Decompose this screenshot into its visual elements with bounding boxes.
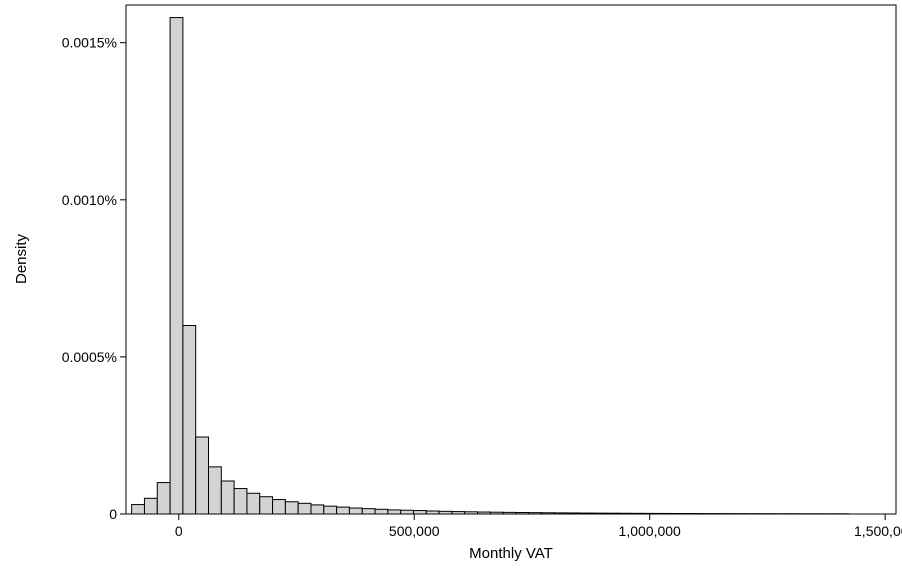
histogram-bar [669,513,683,515]
histogram-bar [592,512,607,515]
histogram-bar [348,507,363,515]
histogram-bar [464,511,479,515]
histogram-bar [220,480,235,515]
histogram-bar [515,512,530,515]
histogram-bar [246,492,261,515]
y-tick-label: 0.0005% [62,349,117,365]
histogram-bar [489,511,504,515]
histogram-bar [528,512,543,515]
histogram-bar [323,505,338,515]
bars-group [131,17,850,515]
y-tick-label: 0.0015% [62,35,117,51]
histogram-bar [541,512,555,515]
histogram-bar [195,436,210,515]
histogram-bar [553,512,568,515]
y-axis: 0 0.0005% 0.0010% 0.0015% [62,35,126,522]
histogram-bar [579,512,594,515]
x-tick-label: 1,000,000 [619,523,681,539]
x-tick-label: 1,500,000 [854,523,902,539]
histogram-bar [374,508,389,515]
histogram-bar [451,511,466,515]
histogram-bar [143,497,158,515]
histogram-bar [131,504,145,515]
y-tick-label: 0.0010% [62,192,117,208]
histogram-bar [400,509,414,515]
histogram-bar [643,512,658,515]
x-tick-label: 0 [175,523,183,539]
x-tick-label: 500,000 [389,523,440,539]
histogram-bar [182,324,197,515]
histogram-bar [630,512,645,515]
plot-frame [125,4,897,515]
histogram-bar [617,512,632,515]
histogram-bar [566,512,581,515]
histogram-bar [502,511,517,515]
histogram-bar [361,508,376,515]
histogram-bar [208,466,222,515]
histogram-bar [656,512,671,515]
histogram-bar [233,488,248,515]
histogram-bar [605,512,619,515]
histogram-bar [284,501,299,515]
y-tick-label: 0 [109,506,117,522]
histogram-bar [310,504,325,515]
histogram-bar [412,510,427,515]
histogram-bar [336,506,350,515]
x-axis-title: Monthly VAT [469,545,553,562]
histogram-bar [387,509,402,515]
histogram-bar [477,511,491,515]
histogram-bar [156,482,171,515]
histogram-bar [272,499,286,515]
histogram-bar [438,510,453,515]
histogram-bar [169,17,184,515]
histogram-bar [297,502,312,515]
y-axis-title: Density [13,233,30,284]
histogram-bar [259,496,274,515]
x-axis: 0 500,000 1,000,000 1,500,000 [175,514,902,539]
histogram-bar [425,510,440,515]
